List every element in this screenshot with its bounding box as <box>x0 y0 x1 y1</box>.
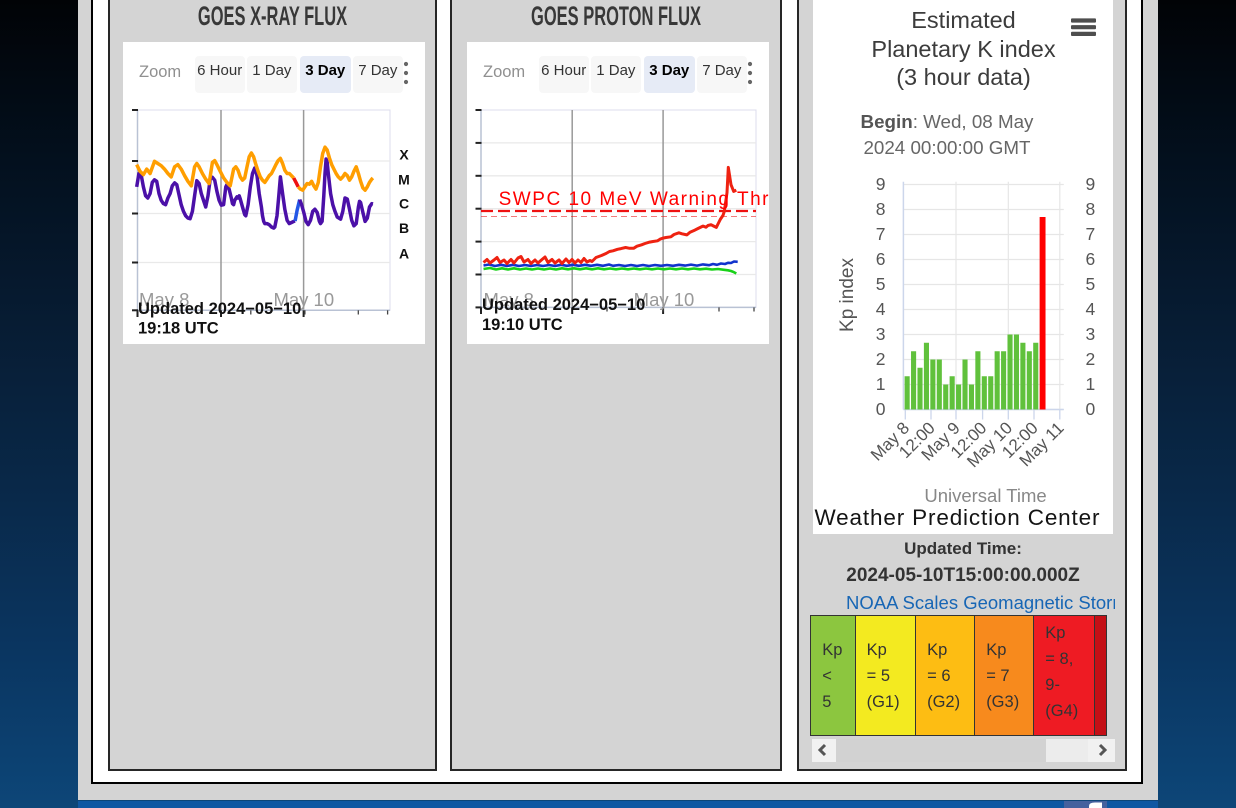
svg-text:19:18 UTC: 19:18 UTC <box>138 320 219 338</box>
svg-text:6: 6 <box>876 249 886 269</box>
svg-text:Begin: Wed, 08 May: Begin: Wed, 08 May <box>861 111 1035 132</box>
svg-text:(3 hour data): (3 hour data) <box>896 64 1031 90</box>
svg-text:M: M <box>398 172 410 188</box>
svg-text:4: 4 <box>876 299 886 319</box>
svg-text:Universal Time: Universal Time <box>924 485 1046 506</box>
svg-text:5: 5 <box>876 274 886 294</box>
svg-text:2: 2 <box>1086 349 1096 369</box>
svg-text:Kp index: Kp index <box>837 258 858 332</box>
svg-text:7: 7 <box>876 224 886 244</box>
svg-text:C: C <box>399 196 409 212</box>
svg-text:2024 00:00:00 GMT: 2024 00:00:00 GMT <box>863 137 1031 158</box>
svg-text:1: 1 <box>876 374 886 394</box>
svg-text:8: 8 <box>1086 199 1096 219</box>
svg-text:1: 1 <box>1086 374 1096 394</box>
svg-text:2: 2 <box>876 349 886 369</box>
svg-text:May 10: May 10 <box>634 289 695 310</box>
svg-text:Planetary K index: Planetary K index <box>871 36 1055 62</box>
svg-text:B: B <box>399 220 409 236</box>
svg-text:SWPC 10 MeV Warning Threshold: SWPC 10 MeV Warning Threshold <box>499 189 769 210</box>
svg-text:Estimated: Estimated <box>911 7 1016 33</box>
svg-text:A: A <box>399 246 409 262</box>
svg-text:5: 5 <box>1086 274 1096 294</box>
svg-text:Updated 2024−05−10: Updated 2024−05−10 <box>138 300 301 318</box>
svg-text:3: 3 <box>1086 324 1096 344</box>
svg-text:3: 3 <box>876 324 886 344</box>
svg-text:0: 0 <box>1086 399 1096 419</box>
svg-text:May 8: May 8 <box>139 289 189 310</box>
svg-text:Weather Prediction Center: Weather Prediction Center <box>815 505 1101 530</box>
svg-text:9: 9 <box>1086 174 1096 194</box>
svg-text:May 10: May 10 <box>273 289 334 310</box>
svg-text:19:10 UTC: 19:10 UTC <box>482 316 563 334</box>
svg-text:6: 6 <box>1086 249 1096 269</box>
svg-text:0: 0 <box>876 399 886 419</box>
svg-text:4: 4 <box>1086 299 1096 319</box>
svg-text:7: 7 <box>1086 224 1096 244</box>
svg-text:May 8: May 8 <box>484 289 534 310</box>
svg-text:8: 8 <box>876 199 886 219</box>
svg-text:9: 9 <box>876 174 886 194</box>
svg-text:X: X <box>399 147 409 163</box>
svg-text:Updated 2024−05−10: Updated 2024−05−10 <box>482 296 645 314</box>
